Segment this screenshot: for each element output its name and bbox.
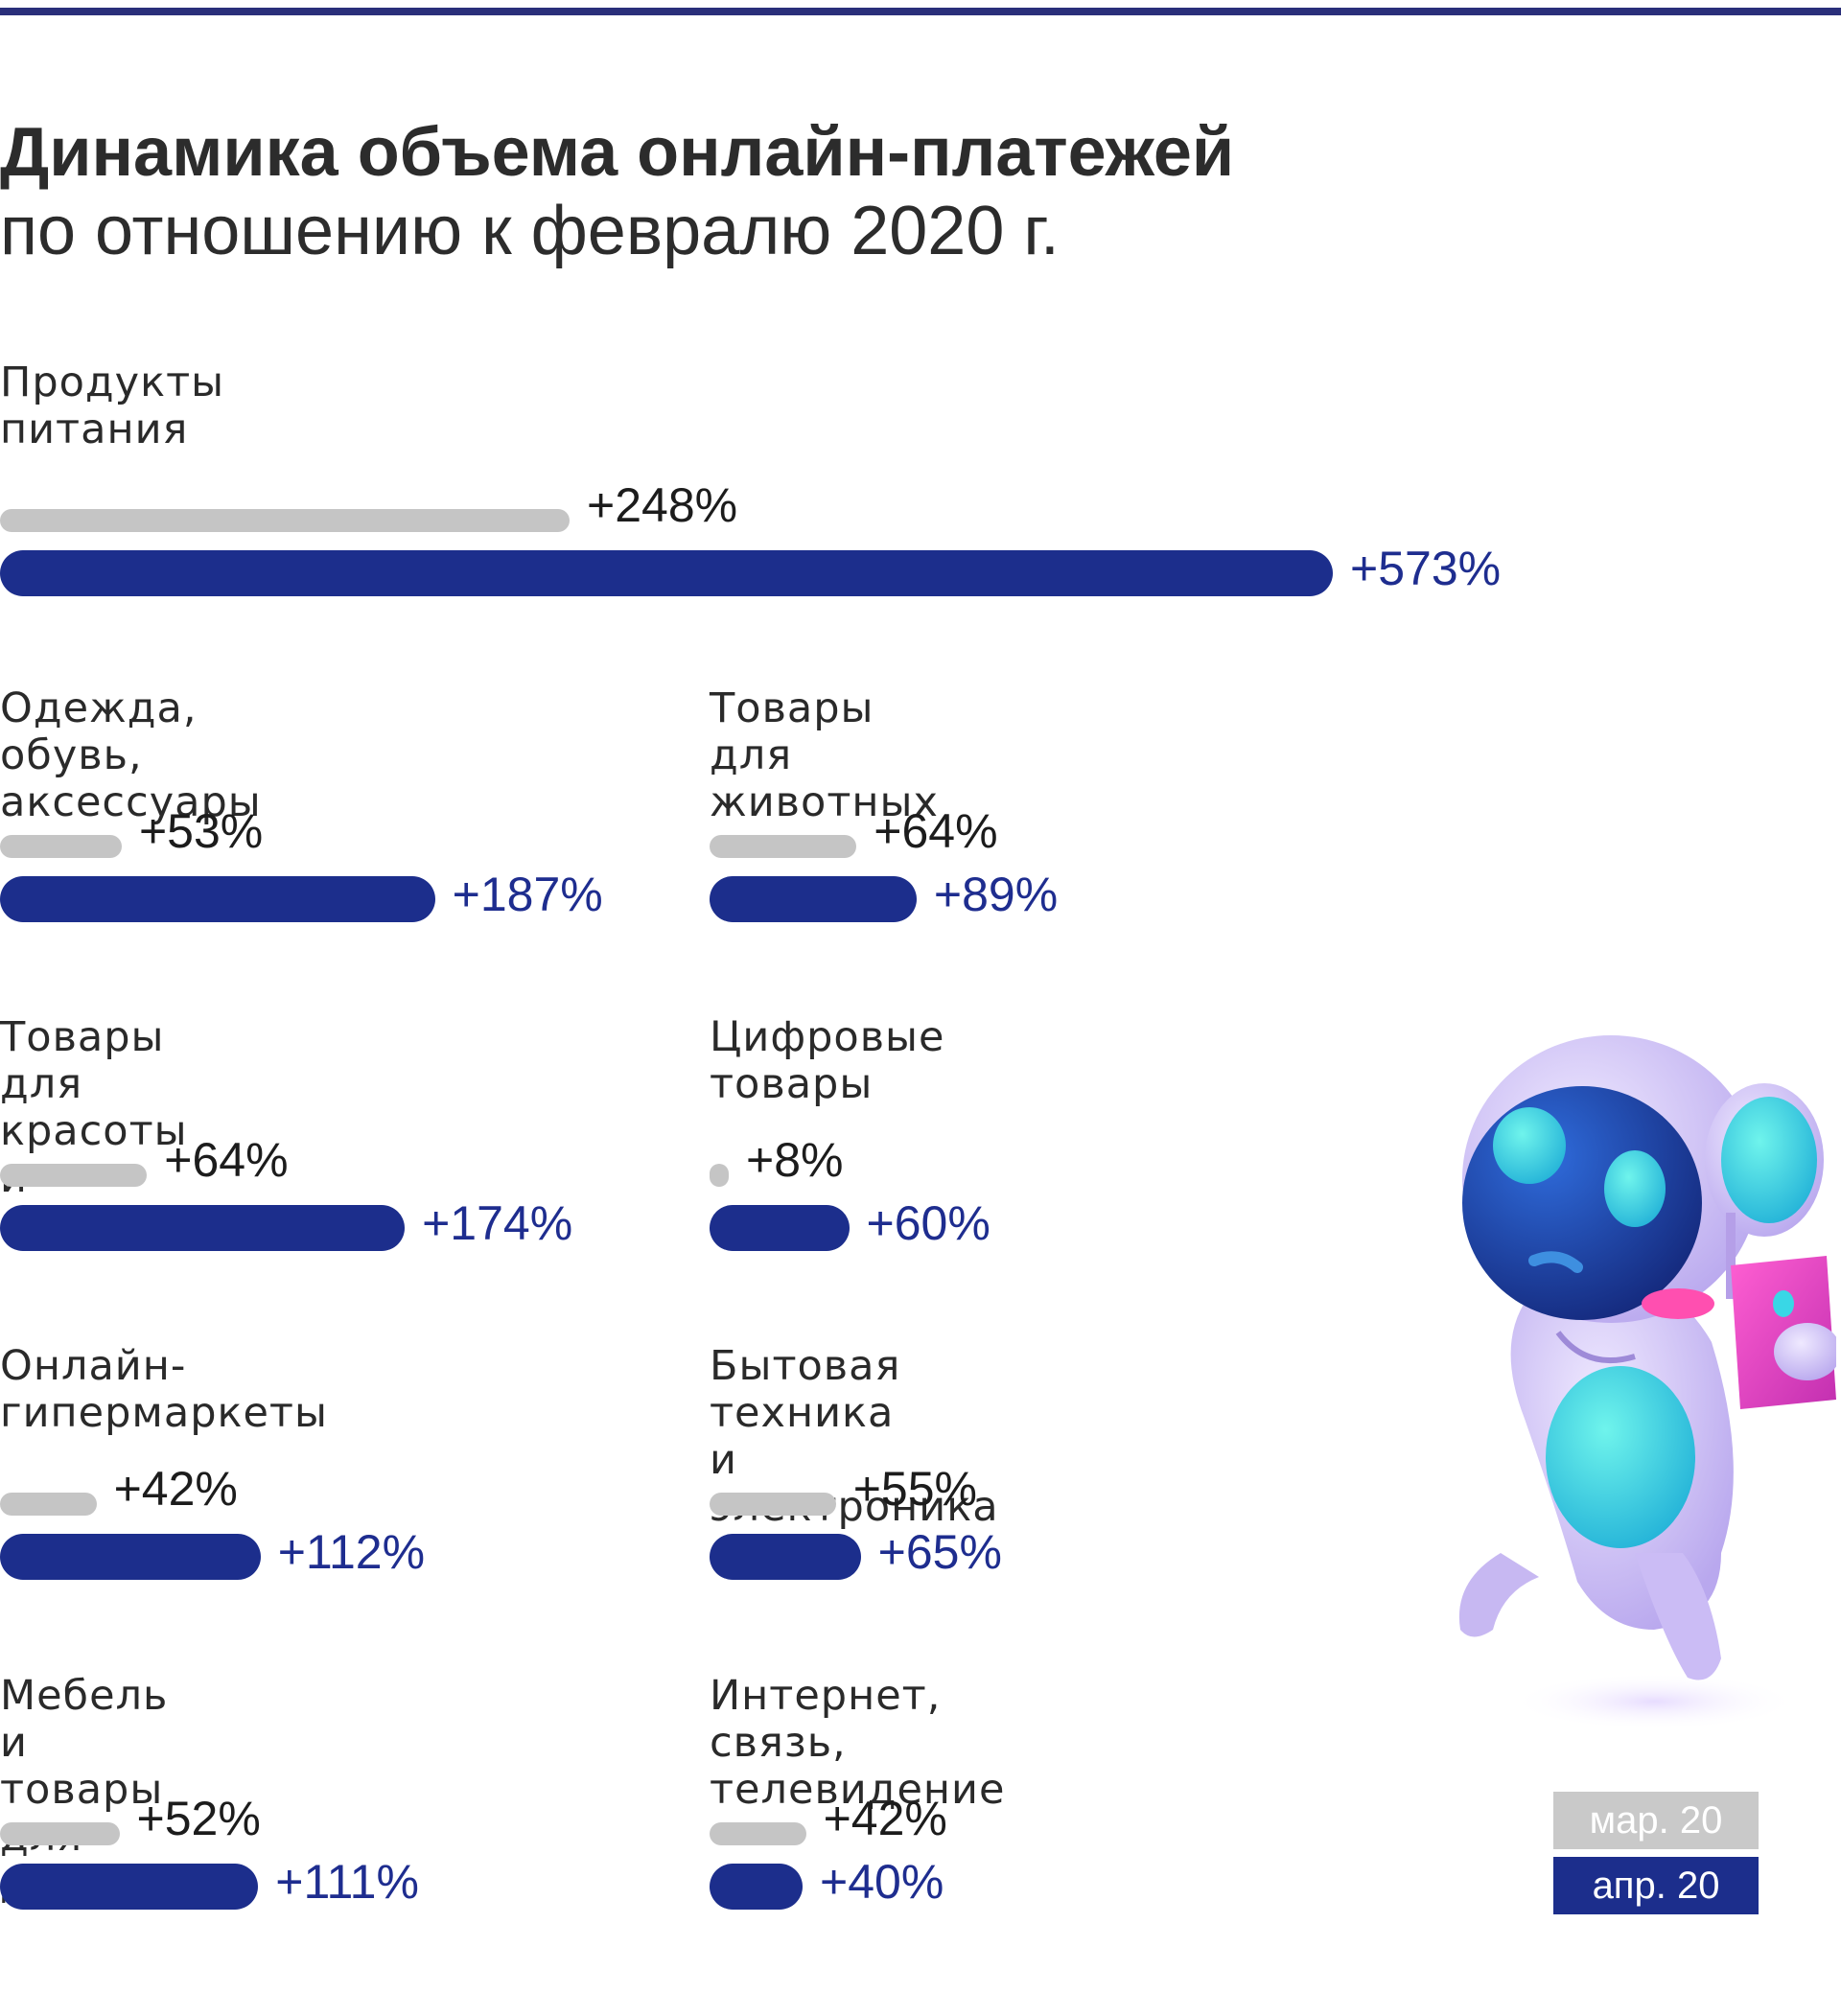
- bar-april: [0, 876, 435, 922]
- legend-march: мар. 20: [1553, 1792, 1759, 1849]
- bar-march: [0, 835, 122, 858]
- chart-title: Динамика объема онлайн-платежей: [0, 114, 1235, 191]
- value-label-march: +42%: [823, 1792, 947, 1845]
- value-label-march: +52%: [136, 1792, 261, 1845]
- chart-subtitle: по отношению к февралю 2020 г.: [0, 193, 1060, 269]
- category-label: Продукты питания: [0, 359, 225, 453]
- category-label: Бытовая техника и электроника: [710, 1342, 999, 1531]
- robot-illustration: [1458, 1035, 1836, 1730]
- bar-april: [710, 1864, 804, 1910]
- value-label-april: +89%: [933, 868, 1059, 921]
- category-label: Одежда, обувь, аксессуары: [0, 684, 262, 826]
- legend-april: апр. 20: [1553, 1857, 1759, 1914]
- value-label-march: +8%: [746, 1133, 844, 1187]
- bar-april: [0, 1205, 406, 1251]
- value-label-april: +174%: [422, 1196, 573, 1250]
- category-label: Товары для животных: [710, 684, 939, 826]
- value-label-april: +40%: [820, 1855, 944, 1909]
- bar-march: [710, 1493, 836, 1516]
- bar-march: [0, 1822, 120, 1845]
- value-label-april: +112%: [277, 1525, 426, 1579]
- value-label-april: +187%: [452, 868, 603, 921]
- bar-march: [0, 1164, 148, 1187]
- bar-march: [0, 509, 570, 532]
- bar-april: [0, 1864, 259, 1910]
- bar-march: [710, 1164, 729, 1187]
- value-label-april: +65%: [877, 1525, 1002, 1579]
- value-label-march: +42%: [113, 1462, 238, 1516]
- bar-april: [710, 1534, 861, 1580]
- bar-april: [0, 1534, 261, 1580]
- bar-march: [710, 1822, 806, 1845]
- bar-march: [710, 835, 857, 858]
- bar-april: [710, 876, 917, 922]
- category-label: Цифровые товары: [710, 1013, 945, 1108]
- bar-april: [0, 550, 1333, 596]
- bar-april: [710, 1205, 850, 1251]
- value-label-april: +573%: [1350, 542, 1502, 595]
- category-label: Интернет, связь, телевидение: [710, 1672, 1006, 1814]
- bar-march: [0, 1493, 97, 1516]
- top-rule: [0, 8, 1841, 15]
- category-label: Онлайн- гипермаркеты: [0, 1342, 328, 1437]
- value-label-march: +248%: [587, 478, 738, 532]
- value-label-march: +55%: [852, 1462, 977, 1516]
- value-label-march: +64%: [164, 1133, 289, 1187]
- value-label-april: +111%: [275, 1855, 419, 1909]
- value-label-march: +53%: [138, 804, 264, 858]
- value-label-march: +64%: [874, 804, 998, 858]
- value-label-april: +60%: [866, 1196, 990, 1250]
